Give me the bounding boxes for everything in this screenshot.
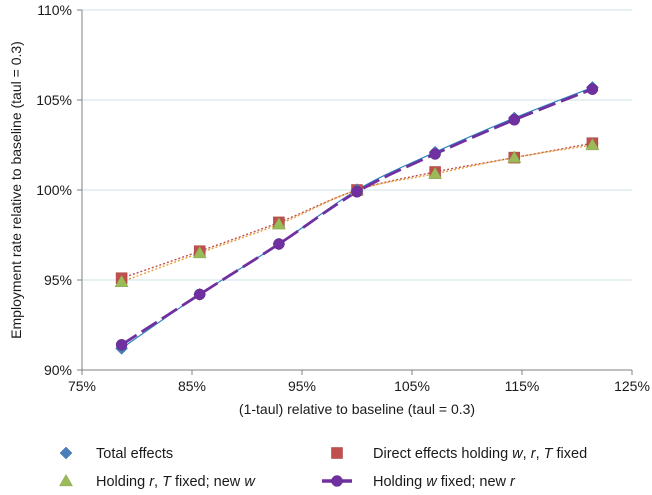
legend-label: Total effects (96, 446, 173, 462)
x-tick-label: 105% (394, 378, 430, 394)
y-tick-label: 100% (36, 182, 72, 198)
x-tick-label: 115% (505, 378, 540, 394)
series-group (114, 81, 600, 355)
legend-item-triangle: Holding r, T fixed; new w (59, 473, 256, 490)
legend-item-circle: Holding w fixed; new r (322, 474, 516, 490)
data-point-circle (429, 148, 441, 160)
gridlines (82, 9, 632, 281)
data-point-triangle (585, 137, 600, 151)
y-tick-label: 110% (37, 2, 72, 18)
data-point-triangle (271, 217, 286, 230)
series-line-triangle (121, 144, 593, 283)
legend-marker (59, 446, 73, 460)
legend-label: Holding r, T fixed; new w (96, 474, 256, 490)
data-point-circle (351, 186, 363, 198)
data-point-circle (273, 238, 285, 250)
legend-marker (59, 473, 73, 487)
series-lines (120, 86, 593, 349)
y-tick-label: 95% (44, 272, 72, 288)
legend-marker (331, 475, 343, 487)
x-tick-label: 125% (614, 378, 650, 394)
legend-item-diamond: Total effects (59, 446, 173, 462)
data-point-triangle (114, 274, 129, 287)
axes (77, 9, 633, 375)
data-point-triangle (428, 166, 443, 179)
data-point-circle (508, 114, 521, 126)
series-line-square (121, 142, 593, 279)
y-axis-title: Employment rate relative to baseline (ta… (8, 41, 24, 339)
legend-label: Direct effects holding w, r, T fixed (373, 446, 587, 462)
legend-item-square: Direct effects holding w, r, T fixed (331, 446, 587, 462)
data-point-circle (193, 288, 206, 301)
y-tick-label: 105% (36, 92, 72, 108)
data-point-triangle (507, 150, 522, 163)
y-tick-label: 90% (44, 362, 72, 378)
series-markers (114, 81, 600, 355)
legend: Total effects Direct effects holding w, r… (59, 446, 587, 490)
tick-labels: 90% 95% 100% 105% 110% 75% 85% 95% 105% 115% 125% (36, 2, 650, 394)
data-point-triangle (192, 245, 207, 259)
legend-label: Holding w fixed; new r (373, 474, 516, 490)
x-tick-label: 75% (68, 378, 96, 394)
data-point-circle (586, 83, 599, 95)
legend-marker (331, 447, 343, 459)
series-line-diamond (121, 86, 593, 349)
x-tick-label: 85% (178, 378, 206, 394)
data-point-circle (115, 339, 128, 351)
series-line-circle (120, 87, 593, 346)
x-axis-title: (1-taul) relative to baseline (taul = 0.… (239, 401, 475, 417)
x-tick-label: 95% (288, 378, 316, 394)
